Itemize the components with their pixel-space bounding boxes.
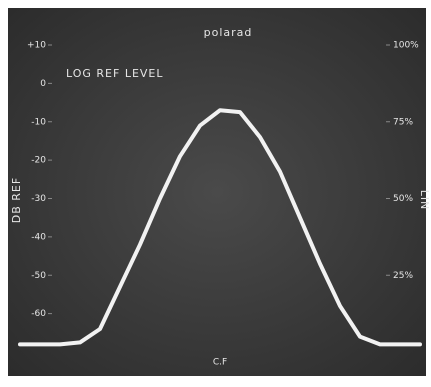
y2-tick-label: 75% (393, 117, 413, 127)
y-tick-label: -30 (31, 194, 46, 204)
y-tick-label: 0 (40, 79, 46, 89)
y-tick-label: -60 (31, 309, 46, 319)
y-tick-label: -20 (31, 156, 46, 166)
x-tick-label: C.F (213, 358, 227, 368)
annotation: LOG REF LEVEL (66, 67, 164, 80)
y-tick-label: +10 (27, 41, 46, 51)
y2-axis-label: LIN (418, 190, 431, 211)
y2-tick-label: 25% (393, 271, 413, 281)
screen: polarad LOG REF LEVEL DB REF LIN +10 0 -10… (0, 0, 431, 387)
display (8, 8, 426, 376)
y-tick-label: -40 (31, 232, 46, 242)
y-axis-label: DB REF (10, 177, 23, 223)
y2-tick-label: 100% (393, 41, 419, 51)
brand-title: polarad (204, 26, 253, 39)
y-tick-label: -10 (31, 117, 46, 127)
y2-tick-label: 50% (393, 194, 413, 204)
y-tick-label: -50 (31, 271, 46, 281)
